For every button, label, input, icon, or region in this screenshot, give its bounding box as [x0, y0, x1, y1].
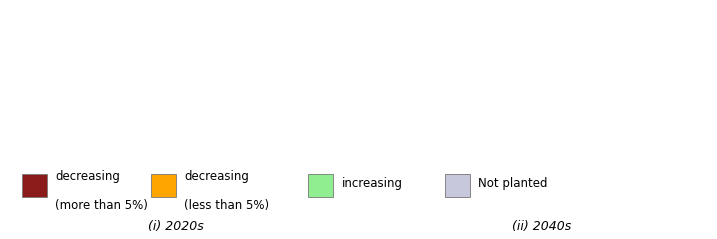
FancyBboxPatch shape — [22, 174, 47, 197]
FancyBboxPatch shape — [308, 174, 333, 197]
Text: (ii) 2040s: (ii) 2040s — [512, 220, 571, 233]
Text: increasing: increasing — [342, 177, 403, 190]
FancyBboxPatch shape — [445, 174, 470, 197]
Text: (i) 2020s: (i) 2020s — [148, 220, 204, 233]
Text: Not planted: Not planted — [478, 177, 548, 190]
Text: (more than 5%): (more than 5%) — [55, 199, 148, 212]
Text: (less than 5%): (less than 5%) — [184, 199, 270, 212]
FancyBboxPatch shape — [151, 174, 176, 197]
Text: decreasing: decreasing — [55, 170, 120, 183]
Text: decreasing: decreasing — [184, 170, 249, 183]
